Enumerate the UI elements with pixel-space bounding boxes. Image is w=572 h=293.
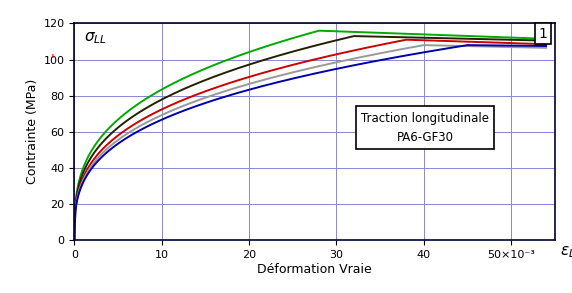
Text: Traction longitudinale
PA6-GF30: Traction longitudinale PA6-GF30 [361, 112, 489, 144]
Y-axis label: Contrainte (MPa): Contrainte (MPa) [26, 79, 39, 185]
Text: 1: 1 [539, 27, 547, 41]
Text: ': ' [51, 53, 55, 67]
Text: $\sigma_{LL}$: $\sigma_{LL}$ [84, 30, 107, 46]
Text: $\varepsilon_{LL}$: $\varepsilon_{LL}$ [559, 245, 572, 260]
X-axis label: Déformation Vraie: Déformation Vraie [257, 263, 372, 276]
